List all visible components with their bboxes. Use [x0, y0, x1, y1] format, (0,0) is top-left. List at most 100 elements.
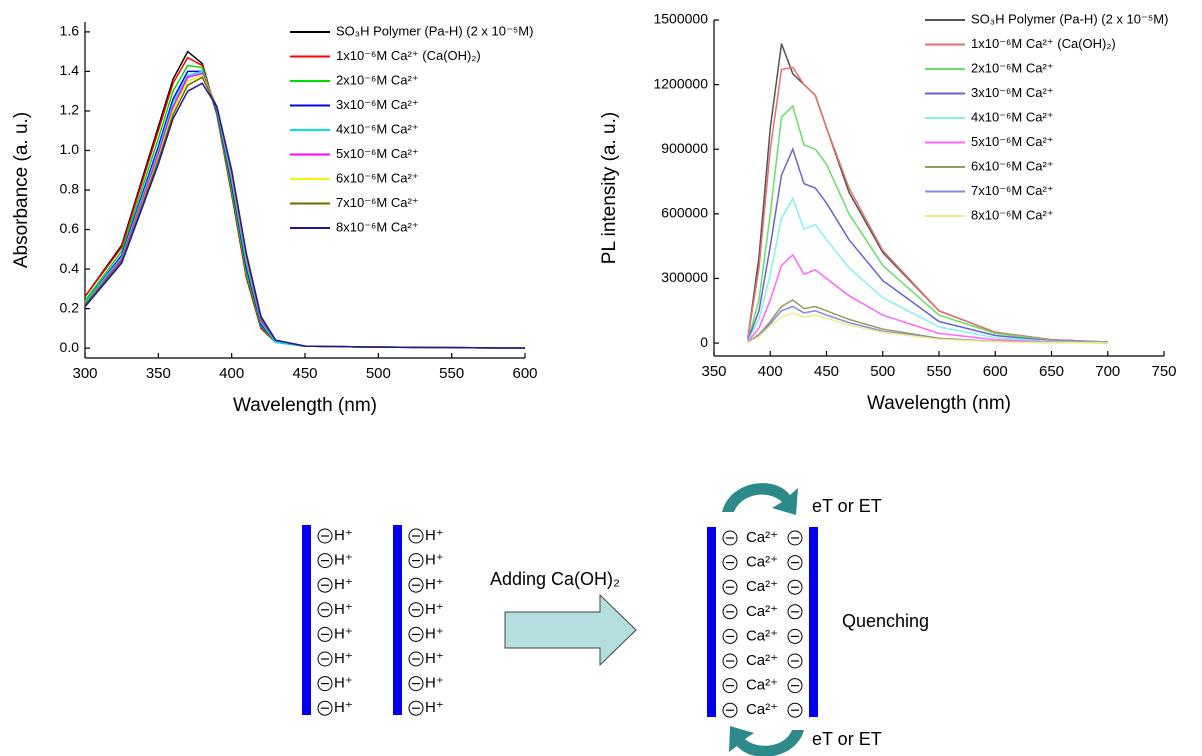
x-tick-label: 400: [219, 365, 244, 382]
y-tick-label: 300000: [661, 269, 708, 285]
legend-label: 3x10⁻⁶M Ca²⁺: [971, 85, 1054, 100]
negative-charge: [317, 651, 333, 667]
x-tick-label: 350: [701, 363, 726, 380]
legend-label: 4x10⁻⁶M Ca²⁺: [336, 121, 419, 136]
series-line: [84, 70, 526, 349]
ion-label: H⁺: [334, 601, 353, 618]
ion-label: Ca²⁺: [746, 652, 778, 669]
negative-charge: [787, 604, 803, 620]
ion-label: Ca²⁺: [746, 603, 778, 620]
legend-label: 2x10⁻⁶M Ca²⁺: [336, 72, 419, 87]
negative-charge: [787, 702, 803, 718]
y-tick-label: 1.4: [60, 62, 80, 78]
x-axis-label: Wavelength (nm): [233, 395, 377, 416]
ion-label: H⁺: [425, 527, 444, 544]
negative-charge: [787, 530, 803, 546]
negative-charge: [408, 626, 424, 642]
series-line: [747, 104, 1108, 343]
legend-label: 2x10⁻⁶M Ca²⁺: [971, 60, 1054, 75]
polymer-chain: [393, 525, 402, 715]
legend-label: SO₃H Polymer (Pa-H) (2 x 10⁻⁵M): [971, 11, 1168, 26]
negative-charge: [408, 700, 424, 716]
x-tick-label: 600: [983, 363, 1008, 380]
series-line: [84, 74, 526, 349]
x-tick-label: 350: [146, 365, 171, 382]
negative-charge: [787, 555, 803, 571]
series-line: [747, 43, 1108, 343]
y-tick-label: 0.0: [60, 339, 80, 355]
ion-label: H⁺: [425, 552, 444, 569]
series-line: [84, 72, 526, 349]
result-label: Quenching: [842, 611, 929, 631]
process-label: Adding Ca(OH)₂: [490, 569, 620, 589]
legend-label: 6x10⁻⁶M Ca²⁺: [971, 158, 1054, 173]
negative-charge: [787, 628, 803, 644]
y-tick-label: 900000: [661, 140, 708, 156]
series-line: [84, 70, 526, 349]
series-line: [84, 50, 526, 349]
negative-charge: [722, 678, 738, 694]
transfer-arrow: [729, 726, 804, 756]
legend-label: 5x10⁻⁶M Ca²⁺: [336, 146, 419, 161]
x-tick-label: 750: [1151, 363, 1176, 380]
negative-charge: [317, 528, 333, 544]
y-axis-label: Absorbance (a. u.): [11, 112, 32, 268]
negative-charge: [722, 555, 738, 571]
y-tick-label: 1.0: [60, 141, 80, 157]
legend-label: 6x10⁻⁶M Ca²⁺: [336, 170, 419, 185]
series-line: [747, 312, 1108, 344]
x-tick-label: 300: [72, 365, 97, 382]
negative-charge: [317, 676, 333, 692]
legend-label: 7x10⁻⁶M Ca²⁺: [336, 195, 419, 210]
transfer-label: eT or ET: [812, 729, 882, 749]
x-tick-label: 450: [292, 365, 317, 382]
negative-charge: [408, 553, 424, 569]
legend-label: 1x10⁻⁶M Ca²⁺ (Ca(OH)₂): [971, 36, 1116, 51]
ion-label: H⁺: [425, 699, 444, 716]
negative-charge: [722, 653, 738, 669]
x-tick-label: 550: [439, 365, 464, 382]
x-axis-label: Wavelength (nm): [867, 393, 1011, 414]
legend-label: 7x10⁻⁶M Ca²⁺: [971, 183, 1054, 198]
x-tick-label: 500: [366, 365, 391, 382]
ion-label: H⁺: [425, 675, 444, 692]
negative-charge: [408, 676, 424, 692]
ion-label: Ca²⁺: [746, 578, 778, 595]
ion-label: H⁺: [425, 625, 444, 642]
ion-label: H⁺: [334, 576, 353, 593]
y-tick-label: 0.8: [60, 181, 80, 197]
negative-charge: [722, 702, 738, 718]
y-tick-label: 600000: [661, 205, 708, 221]
ion-label: H⁺: [425, 601, 444, 618]
ion-label: H⁺: [334, 675, 353, 692]
y-axis-label: PL intensity (a. u.): [599, 112, 620, 264]
y-tick-label: 0.6: [60, 220, 80, 236]
y-tick-label: 1.6: [60, 23, 80, 39]
series-line: [84, 82, 526, 349]
ion-label: H⁺: [334, 625, 353, 642]
x-tick-label: 500: [870, 363, 895, 380]
diagram: [302, 483, 818, 756]
x-tick-label: 700: [1095, 363, 1120, 380]
negative-charge: [408, 577, 424, 593]
negative-charge: [317, 602, 333, 618]
ion-label: Ca²⁺: [746, 627, 778, 644]
series-line: [84, 76, 526, 349]
ion-label: Ca²⁺: [746, 701, 778, 718]
negative-charge: [317, 626, 333, 642]
polymer-chain: [302, 525, 311, 715]
ion-label: H⁺: [425, 650, 444, 667]
negative-charge: [317, 553, 333, 569]
series-line: [747, 253, 1108, 344]
ion-label: H⁺: [334, 552, 353, 569]
x-tick-label: 650: [1039, 363, 1064, 380]
y-tick-label: 0.2: [60, 299, 80, 315]
series-line: [84, 64, 526, 349]
polymer-chain: [707, 527, 716, 717]
legend-label: 8x10⁻⁶M Ca²⁺: [971, 207, 1054, 222]
series-line: [747, 197, 1108, 344]
negative-charge: [787, 678, 803, 694]
ion-label: H⁺: [334, 699, 353, 716]
y-tick-label: 1500000: [653, 11, 708, 27]
